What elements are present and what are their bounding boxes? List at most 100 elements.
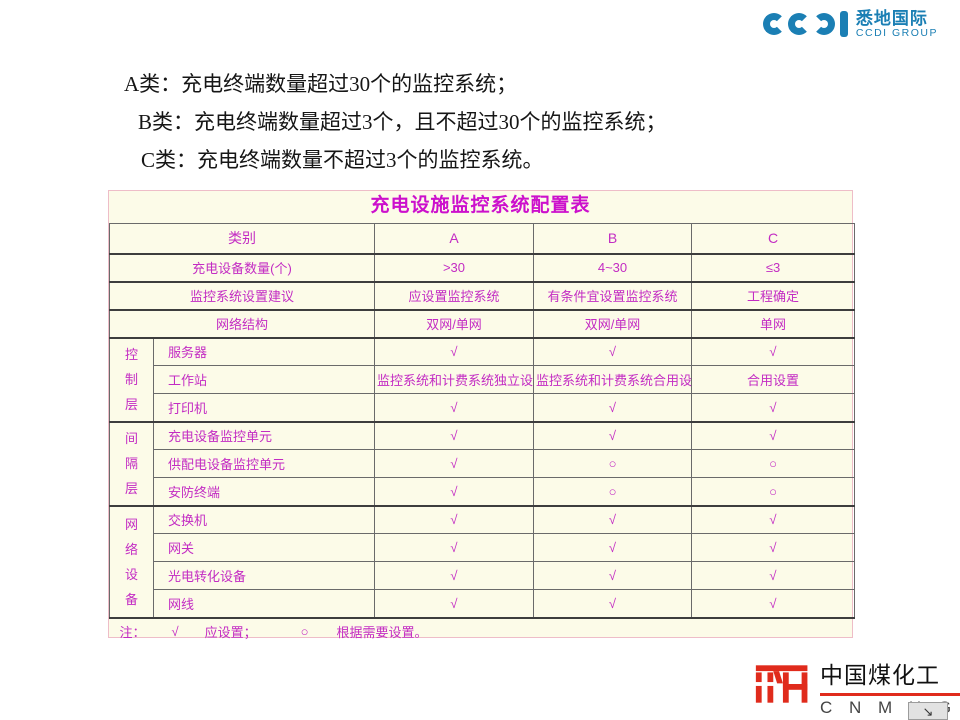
cell-b: √	[533, 561, 692, 590]
table-row: 网线 √ √ √	[110, 589, 855, 618]
row-label: 交换机	[153, 504, 375, 534]
table-note: 注： √ 应设置； ○ 根据需要设置。	[112, 622, 853, 641]
cell-a: 双网/单网	[374, 308, 534, 338]
cnmhg-red-rule	[820, 693, 960, 696]
ccdi-logo-en: CCDI GROUP	[855, 26, 938, 39]
table-note-row: 注： √ 应设置； ○ 根据需要设置。	[109, 616, 855, 644]
cell-a: √	[374, 589, 534, 618]
check-mark-icon: √	[171, 623, 179, 639]
ccdi-reverse-c-icon	[812, 13, 835, 36]
header-col-b: B	[533, 223, 692, 254]
table-row: 安防终端 √ ○ ○	[110, 477, 855, 506]
row-label: 光电转化设备	[153, 561, 375, 590]
table-row: 网关 √ √ √	[110, 533, 855, 562]
row-label: 供配电设备监控单元	[153, 449, 375, 478]
cell-a: √	[374, 533, 534, 562]
cell-b: 有条件宜设置监控系统	[533, 280, 692, 310]
header-label: 类别	[109, 223, 375, 254]
cell-b: √	[533, 589, 692, 618]
table-header-row: 类别 A B C	[109, 223, 855, 254]
circle-mark-icon: ○	[300, 623, 309, 639]
row-label: 服务器	[153, 336, 375, 366]
ccdi-bar-icon	[839, 11, 848, 38]
cell-b: ○	[533, 477, 692, 506]
cursor-glyph: ↘	[922, 703, 934, 719]
cell-a: 应设置监控系统	[374, 280, 534, 310]
cell-c: √	[691, 533, 855, 562]
row-label: 网关	[153, 533, 375, 562]
cnmhg-cn-label: 中国煤化工	[820, 662, 940, 688]
cell-a: √	[374, 393, 534, 422]
cell-b: 双网/单网	[533, 308, 692, 338]
cell-c: √	[691, 504, 855, 534]
class-c-line: C类：充电终端数量不超过3个的监控系统。	[141, 148, 544, 172]
table-row: 打印机 √ √ √	[110, 393, 855, 422]
cell-c: ○	[691, 477, 855, 506]
table-row: 控 制 层 服务器 √ √ √	[109, 336, 855, 422]
class-b-line: B类：充电终端数量超过3个，且不超过30个的监控系统；	[138, 110, 667, 134]
cell-b: 4~30	[533, 252, 692, 282]
group-label-control-layer: 控 制 层	[109, 336, 154, 422]
classification-text: A类：充电终端数量超过30个的监控系统； B类：充电终端数量超过3个，且不超过3…	[124, 68, 667, 182]
table-title: 充电设施监控系统配置表	[370, 195, 591, 216]
config-table-panel: 充电设施监控系统配置表 类别 A B C 充电设备数量(个) >30 4~30 …	[108, 190, 855, 644]
table-row: 监控系统设置建议 应设置监控系统 有条件宜设置监控系统 工程确定	[109, 280, 855, 310]
table-row: 网络结构 双网/单网 双网/单网 单网	[109, 308, 855, 338]
row-label: 安防终端	[153, 477, 375, 506]
cell-c: 单网	[691, 308, 855, 338]
cell-c: 工程确定	[691, 280, 855, 310]
cell-a: √	[374, 477, 534, 506]
ccdi-c-icon	[762, 13, 785, 36]
cell-c: ≤3	[691, 252, 855, 282]
cell-a: √	[374, 561, 534, 590]
group-label-network-devices: 网 络 设 备	[109, 504, 154, 618]
note-circle-label: 根据需要设置。	[336, 624, 428, 640]
row-label: 监控系统设置建议	[109, 280, 375, 310]
row-label: 充电设备数量(个)	[109, 252, 375, 282]
table-row: 供配电设备监控单元 √ ○ ○	[110, 449, 855, 478]
table-row: 充电设备数量(个) >30 4~30 ≤3	[109, 252, 855, 282]
mh-monogram-icon	[755, 665, 808, 703]
row-label: 工作站	[153, 365, 375, 394]
cell-b: √	[533, 420, 692, 450]
row-label: 网线	[153, 589, 375, 618]
note-check-label: 应设置；	[204, 624, 257, 640]
cell-a: 监控系统和计费系统独立设置	[374, 365, 534, 394]
row-label: 打印机	[153, 393, 375, 422]
class-a-line: A类：充电终端数量超过30个的监控系统；	[124, 72, 518, 96]
table-row: 间 隔 层 充电设备监控单元 √ √ √	[109, 420, 855, 506]
cell-c: √	[691, 561, 855, 590]
config-table: 类别 A B C 充电设备数量(个) >30 4~30 ≤3 监控系统设置建议 …	[109, 223, 855, 644]
cell-c: √	[691, 589, 855, 618]
cell-a: √	[374, 504, 534, 534]
table-row: 光电转化设备 √ √ √	[110, 561, 855, 590]
table-row: 工作站 监控系统和计费系统独立设置 监控系统和计费系统合用设置 合用设置	[110, 365, 855, 394]
cell-c: ○	[691, 449, 855, 478]
cell-c: √	[691, 420, 855, 450]
cell-c: √	[691, 336, 855, 366]
header-col-c: C	[691, 223, 855, 254]
cell-c: 合用设置	[691, 365, 855, 394]
row-label: 网络结构	[109, 308, 375, 338]
note-prefix: 注：	[119, 624, 146, 640]
cell-b: √	[533, 336, 692, 366]
cell-b: √	[533, 393, 692, 422]
ccdi-c-icon	[787, 13, 810, 36]
cell-a: √	[374, 449, 534, 478]
cell-b: 监控系统和计费系统合用设置	[533, 365, 692, 394]
ccdi-logo-cn: 悉地国际	[855, 9, 928, 28]
group-label-bay-layer: 间 隔 层	[109, 420, 154, 506]
header-col-a: A	[374, 223, 534, 254]
ccdi-logo-icon	[762, 11, 848, 38]
cell-a: √	[374, 420, 534, 450]
row-label: 充电设备监控单元	[153, 420, 375, 450]
cursor-arrow-icon: ↘	[908, 702, 948, 720]
cell-b: ○	[533, 449, 692, 478]
cell-c: √	[691, 393, 855, 422]
table-row: 网 络 设 备 交换机 √ √ √	[109, 504, 855, 618]
cell-a: >30	[374, 252, 534, 282]
cell-a: √	[374, 336, 534, 366]
ccdi-logo: 悉地国际 CCDI GROUP	[762, 9, 938, 39]
cell-b: √	[533, 504, 692, 534]
